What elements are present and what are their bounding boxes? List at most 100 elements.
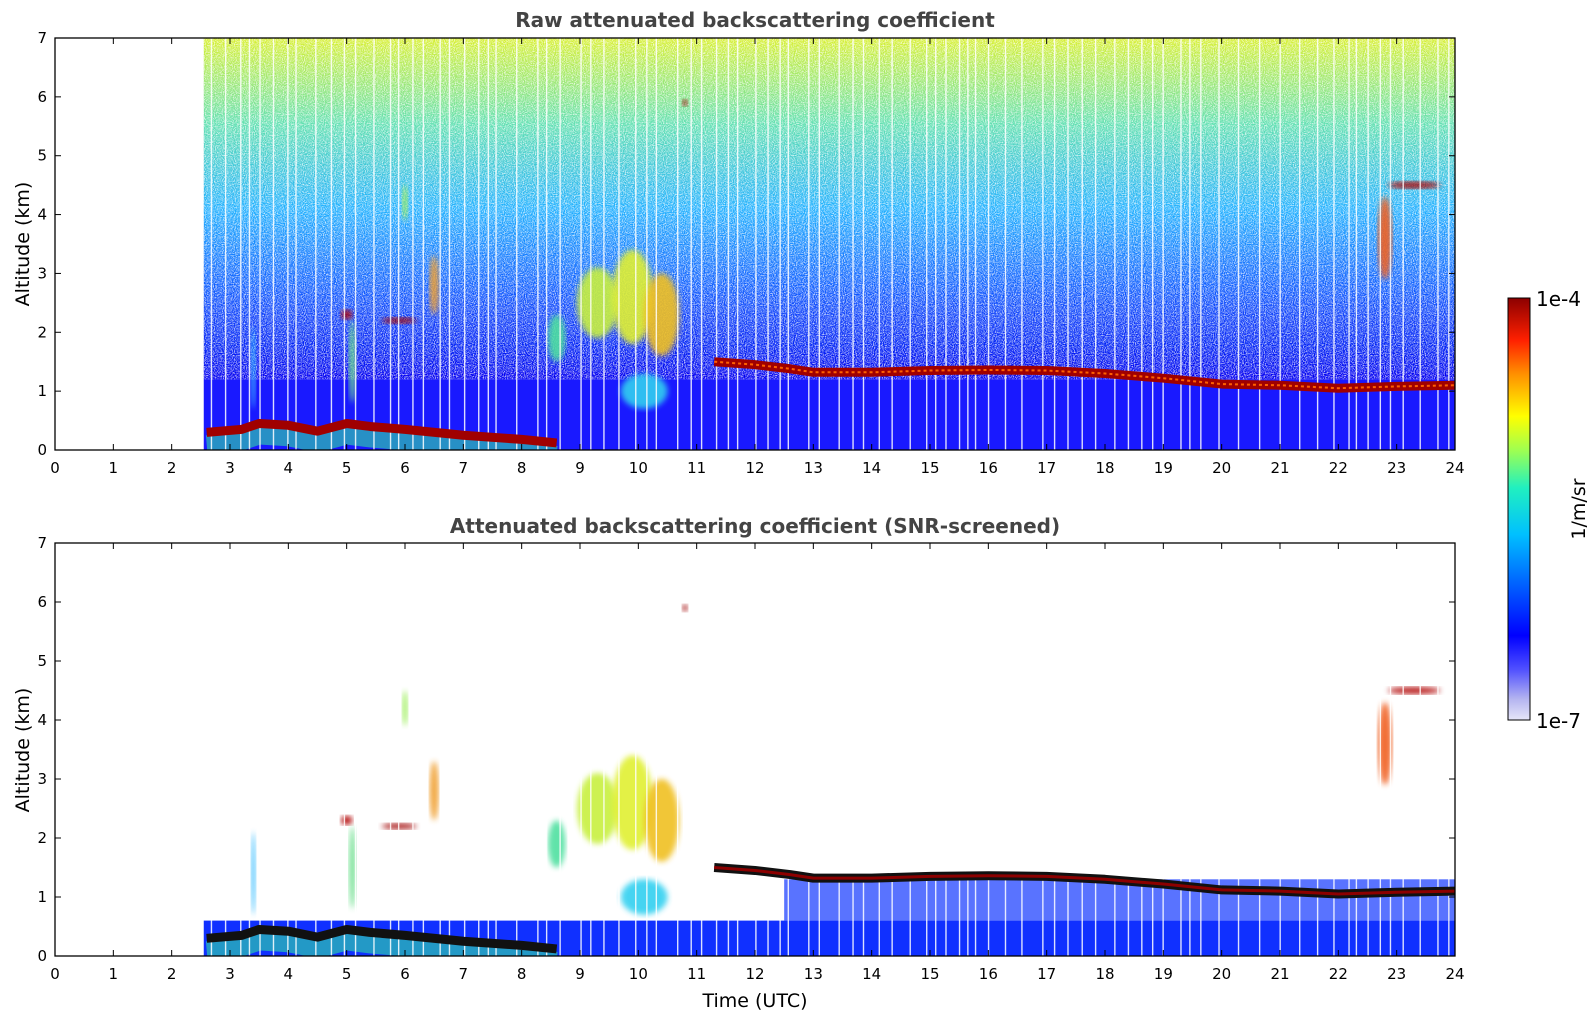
data-gap-line [259, 543, 261, 956]
data-gap-line [987, 543, 990, 956]
x-tick-label: 21 [1270, 965, 1289, 983]
x-tick-label: 10 [629, 459, 648, 477]
data-gap-line [1437, 38, 1439, 450]
data-gap-line [1367, 38, 1369, 450]
data-gap-line [974, 543, 977, 956]
chart-title-screened: Attenuated backscattering coefficient (S… [450, 514, 1060, 538]
x-tick-label: 11 [687, 459, 706, 477]
data-gap-line [878, 38, 880, 450]
data-gap-line [1258, 543, 1261, 956]
data-gap-line [1151, 38, 1154, 450]
aerosol-feature [251, 832, 256, 915]
data-gap-line [487, 38, 490, 450]
x-tick-label: 2 [167, 459, 177, 477]
colorbar-gradient [1507, 297, 1531, 721]
data-gap-line [818, 543, 820, 956]
aerosol-feature [577, 773, 618, 844]
data-gap-line [478, 38, 480, 450]
data-gap-line [715, 38, 718, 450]
aerosol-feature [612, 755, 653, 850]
data-gap-line [700, 543, 703, 956]
data-gap-line [495, 543, 497, 956]
x-tick-label: 7 [459, 459, 469, 477]
data-gap-line [1355, 38, 1358, 450]
y-tick-label: 1 [37, 888, 47, 906]
data-gap-line [397, 543, 400, 956]
aerosol-feature [577, 267, 618, 339]
data-gap-line [909, 543, 911, 956]
data-gap-line [1355, 543, 1358, 956]
data-gap-line [603, 38, 605, 450]
data-gap-line [1348, 38, 1350, 450]
x-tick-label: 19 [1154, 965, 1173, 983]
y-tick-label: 0 [37, 441, 47, 459]
data-gap-line [1389, 543, 1392, 956]
data-gap-line [516, 543, 518, 956]
x-tick-label: 2 [167, 965, 177, 983]
x-tick-label: 1 [109, 459, 119, 477]
data-gap-line [967, 38, 969, 450]
aerosol-feature [547, 820, 566, 868]
data-gap-line [516, 38, 518, 450]
chart-title-raw: Raw attenuated backscattering coefficien… [515, 8, 995, 32]
data-gap-line [1141, 543, 1143, 956]
data-gap-line [1299, 543, 1301, 956]
x-tick-label: 16 [979, 459, 998, 477]
y-axis-label-raw: Altitude (km) [12, 182, 34, 307]
aerosol-feature [402, 690, 408, 726]
x-tick-label: 14 [862, 965, 881, 983]
data-gap-line [354, 543, 357, 956]
aerosol-feature [1378, 196, 1392, 280]
data-gap-line [1279, 543, 1281, 956]
data-gap-line [838, 543, 840, 956]
x-tick-label: 15 [920, 965, 939, 983]
data-gap-line [1067, 543, 1069, 956]
x-axis-raw: 0 1 2 3 4 5 6 7 8 9 10 11 12 13 14 15 16 17 18 19 20 21 22 23 24 [50, 38, 1465, 477]
data-gap-line [448, 543, 451, 956]
data-gap-line [1053, 543, 1056, 956]
data-gap-line [389, 38, 392, 450]
x-tick-label: 14 [862, 459, 881, 477]
heatmap-raw [203, 38, 1455, 450]
data-gap-line [240, 38, 242, 450]
y-tick-label: 2 [37, 829, 47, 847]
data-gap-line [210, 38, 213, 450]
data-gap-line [478, 543, 480, 956]
x-tick-label: 20 [1212, 459, 1231, 477]
data-gap-line [909, 38, 911, 450]
data-gap-line [463, 543, 466, 956]
y-tick-label: 6 [37, 88, 47, 106]
data-gap-line [818, 38, 820, 450]
data-gap-line [767, 38, 769, 450]
data-gap-line [1448, 38, 1450, 450]
x-tick-label: 18 [1095, 459, 1114, 477]
aerosol-feature [612, 249, 653, 345]
data-gap-line [1367, 543, 1369, 956]
data-gap-line [354, 38, 357, 450]
data-gap-line [618, 38, 620, 450]
data-gap-line [974, 38, 977, 450]
colorbar-max-label: 1e-4 [1536, 287, 1581, 311]
data-gap-line [1200, 38, 1202, 450]
data-gap-line [926, 543, 928, 956]
data-gap-line [727, 543, 730, 956]
data-gap-line [1141, 38, 1143, 450]
data-gap-line [852, 543, 854, 956]
aerosol-feature [429, 255, 439, 315]
data-gap-line [1114, 38, 1116, 450]
data-gap-line [987, 38, 990, 450]
data-gap-line [373, 543, 375, 956]
data-gap-line [537, 543, 539, 956]
x-tick-label: 0 [50, 459, 60, 477]
y-axis-screened: 0 1 2 3 4 5 6 7 [37, 534, 1455, 965]
screened-data-gaps [210, 543, 1450, 956]
data-gap-line [1218, 38, 1220, 450]
screened-aerosol-layers [205, 604, 1441, 956]
data-gap-line [287, 543, 289, 956]
x-tick-label: 19 [1154, 459, 1173, 477]
aerosol-feature [644, 273, 680, 356]
data-gap-line [590, 543, 592, 956]
aerosol-feature [682, 99, 688, 107]
data-gap-line [422, 38, 425, 450]
